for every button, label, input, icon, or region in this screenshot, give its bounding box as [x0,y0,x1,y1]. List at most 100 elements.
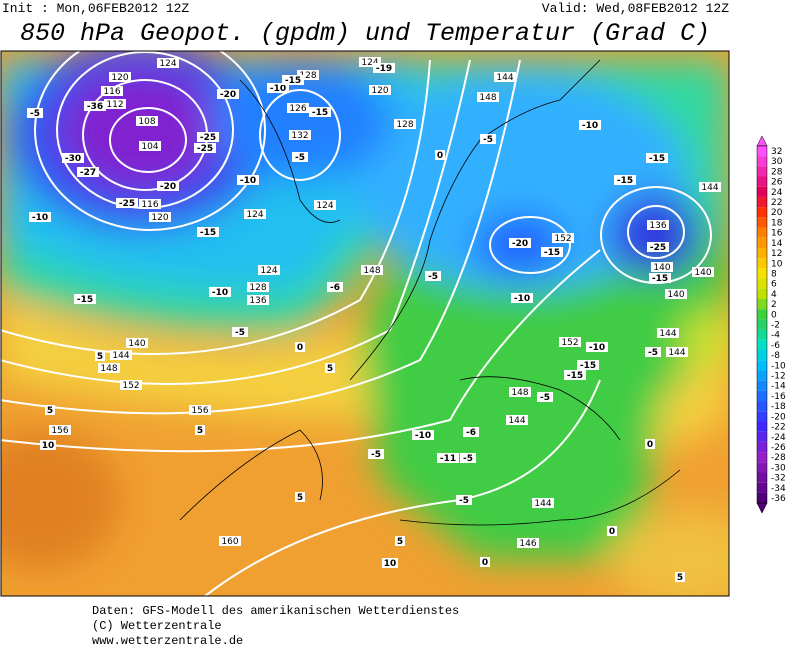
geopotential-label: 128 [299,71,316,81]
label-box [195,425,205,435]
label-box [292,152,308,162]
label-box [149,212,171,222]
temperature-label: -15 [567,371,583,381]
label-box [40,440,56,450]
label-box [394,119,416,129]
temperature-label: -10 [240,176,256,186]
colorbar-swatch [757,329,767,340]
colorbar-swatch [757,360,767,371]
label-box [244,209,266,219]
label-box [327,282,343,292]
colorbar-tick-label: -24 [771,433,786,443]
label-box [395,536,405,546]
temperature-label: -5 [483,135,493,145]
label-box [647,220,669,230]
colorbar-tick-label: -18 [771,402,786,412]
label-box [297,70,319,80]
colorbar-tick-label: -6 [771,341,780,351]
colorbar-swatch [757,319,767,330]
label-box [62,153,84,163]
colorbar-swatch [757,350,767,361]
temperature-label: -5 [235,328,245,338]
temperature-label: -5 [648,348,658,358]
geopotential-label: 144 [668,348,685,358]
label-box [552,233,574,243]
label-box [98,363,120,373]
temperature-label: 5 [327,364,333,374]
colorbar-swatch [757,145,767,157]
label-box [49,425,71,435]
colorbar-swatch [757,472,767,483]
colorbar-frame [756,145,768,504]
temperature-label: -15 [312,108,328,118]
temperature-label: -30 [65,154,81,164]
colorbar-tick-label: 10 [771,259,783,269]
geopotential-label: 160 [221,537,238,547]
label-box [649,273,671,283]
geopotential-label: 144 [508,416,525,426]
colorbar-swatch [757,380,767,391]
colorbar-tick-label: 24 [771,188,783,198]
temperature-label: -6 [330,283,340,293]
footer-line: (C) Wetterzentrale [92,619,222,633]
label-box [209,287,231,297]
label-box [157,58,179,68]
label-box [425,271,441,281]
colorbar: 32302826242220181614121086420-2-4-6-8-10… [756,135,786,514]
label-box [295,492,305,502]
geopotential-label: 148 [479,93,496,103]
colorbar-tick-label: -30 [771,463,786,473]
colorbar-tick-label: 4 [771,290,777,300]
temperature-label: -5 [371,450,381,460]
label-box [665,289,687,299]
label-box [511,293,533,303]
temperature-label: -36 [87,102,103,112]
geopotential-label: 144 [496,73,513,83]
colorbar-tick-label: 28 [771,167,783,177]
geopotential-label: 120 [151,213,168,223]
temperature-label: 10 [384,559,397,569]
label-box [282,75,304,85]
colorbar-swatch [757,166,767,177]
label-box [456,495,472,505]
label-box [541,247,563,257]
colorbar-swatch [757,401,767,412]
temperature-label: -10 [589,343,605,353]
colorbar-swatch [757,431,767,442]
label-box [325,363,335,373]
map: 104 108 112 116 120 124 120 116 124 124 128 132 126 1… [1,51,729,596]
colorbar-swatch [757,370,767,381]
temperature-label: 5 [97,352,103,362]
colorbar-tick-label: 6 [771,280,777,290]
label-box [139,141,161,151]
label-box [194,143,216,153]
geopotential-label: 144 [659,329,676,339]
label-box [373,63,395,73]
colorbar-tick-label: 20 [771,208,783,218]
colorbar-tick-label: 0 [771,310,777,320]
label-box [95,351,105,361]
temperature-label: -25 [650,243,666,253]
colorbar-swatch [757,298,767,310]
geopotential-label: 148 [511,388,528,398]
label-box [692,267,714,277]
temperature-label: -5 [428,272,438,282]
colorbar-tick-label: 18 [771,218,783,228]
colorbar-tick-label: 2 [771,300,777,310]
colorbar-swatch [757,411,767,422]
geopotential-label: 120 [371,86,388,96]
label-box [614,175,636,185]
geopotential-label: 144 [534,499,551,509]
temperature-label: -15 [617,176,633,186]
colorbar-swatch [757,196,767,208]
colorbar-tick-label: 12 [771,249,782,259]
colorbar-swatch [757,288,767,299]
temperature-label: -27 [80,168,96,178]
label-box [109,72,131,82]
temperature-label: -11 [440,454,456,464]
label-box [463,427,479,437]
label-box [104,99,126,109]
label-box [29,212,51,222]
label-box [219,536,241,546]
map-title: 850 hPa Geopot. (gpdm) und Temperatur (G… [20,19,710,48]
